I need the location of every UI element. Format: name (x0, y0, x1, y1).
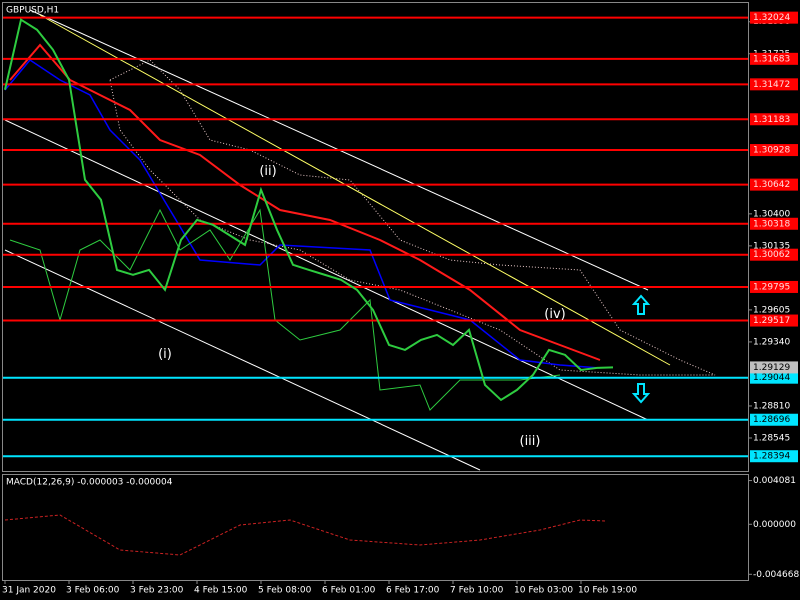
level-label: 1.30318 (753, 219, 790, 229)
level-label: 1.29517 (753, 316, 790, 326)
chikou-line (9, 208, 561, 411)
time-label: 3 Feb 23:00 (130, 586, 184, 596)
macd-pane (2, 474, 749, 581)
level-box (750, 248, 798, 261)
macd-tick-label: 0.000000 (753, 520, 796, 530)
time-label: 4 Feb 15:00 (194, 586, 248, 596)
level-box (750, 11, 798, 24)
macd-label: MACD(12,26,9) -0.000003 -0.000004 (6, 478, 173, 488)
level-box (750, 113, 798, 126)
moving-average (9, 43, 601, 361)
level-box (750, 280, 798, 293)
dynamic: 1.319901.317251.304001.301351.296051.293… (2, 11, 799, 596)
level-label: 1.29044 (753, 373, 790, 383)
arrows (631, 294, 651, 404)
level-label: 1.30928 (753, 146, 790, 156)
level-box (750, 178, 798, 191)
level-box (750, 413, 798, 426)
level-box (750, 217, 798, 230)
level-label: 1.30062 (753, 250, 790, 260)
level-label: 1.31472 (753, 80, 790, 90)
time-label: 3 Feb 06:00 (66, 586, 120, 596)
price-label: 1.29340 (753, 337, 790, 347)
time-label: 5 Feb 08:00 (258, 586, 312, 596)
level-box (750, 52, 798, 65)
level-label: 1.31183 (753, 115, 790, 125)
price-label: 1.29605 (753, 305, 790, 315)
channel-line (4, 119, 649, 421)
macd-tick-label: -0.004668 (753, 570, 799, 580)
trend-line (39, 14, 671, 366)
time-label: 31 Jan 2020 (2, 586, 56, 596)
level-label: 1.29795 (753, 282, 790, 292)
price-label: 1.28545 (753, 433, 790, 443)
down-arrow (631, 383, 651, 404)
price-label: 1.28810 (753, 401, 790, 411)
level-label: 1.28696 (753, 415, 790, 425)
level-box (750, 371, 798, 384)
price-label: 1.30400 (753, 209, 790, 219)
time-label: 6 Feb 01:00 (322, 586, 376, 596)
symbol-label: GBPUSD,H1 (6, 6, 59, 16)
current-price: 1.29129 (753, 363, 790, 373)
level-box (750, 144, 798, 157)
time-label: 10 Feb 03:00 (514, 586, 573, 596)
time-label: 7 Feb 10:00 (450, 586, 504, 596)
main-pane (2, 2, 749, 472)
wave-label: (iii) (520, 434, 541, 449)
current-price-box (750, 361, 798, 374)
price-label: 1.30135 (753, 241, 790, 251)
wave-label: (ii) (259, 164, 276, 179)
level-box (750, 314, 798, 327)
kijun-line (4, 59, 601, 369)
level-box (750, 450, 798, 463)
level-label: 1.32024 (753, 13, 790, 23)
macd-tick-label: 0.004081 (753, 476, 796, 486)
time-label: 10 Feb 19:00 (578, 586, 637, 596)
time-label: 6 Feb 17:00 (386, 586, 440, 596)
wave-label: (iv) (544, 307, 565, 322)
level-label: 1.28394 (753, 452, 790, 462)
level-label: 1.31683 (753, 54, 790, 64)
level-box (750, 78, 798, 91)
level-label: 1.30642 (753, 180, 790, 190)
wave-label: (i) (158, 347, 172, 362)
up-arrow (631, 294, 651, 315)
price-line (4, 18, 614, 402)
